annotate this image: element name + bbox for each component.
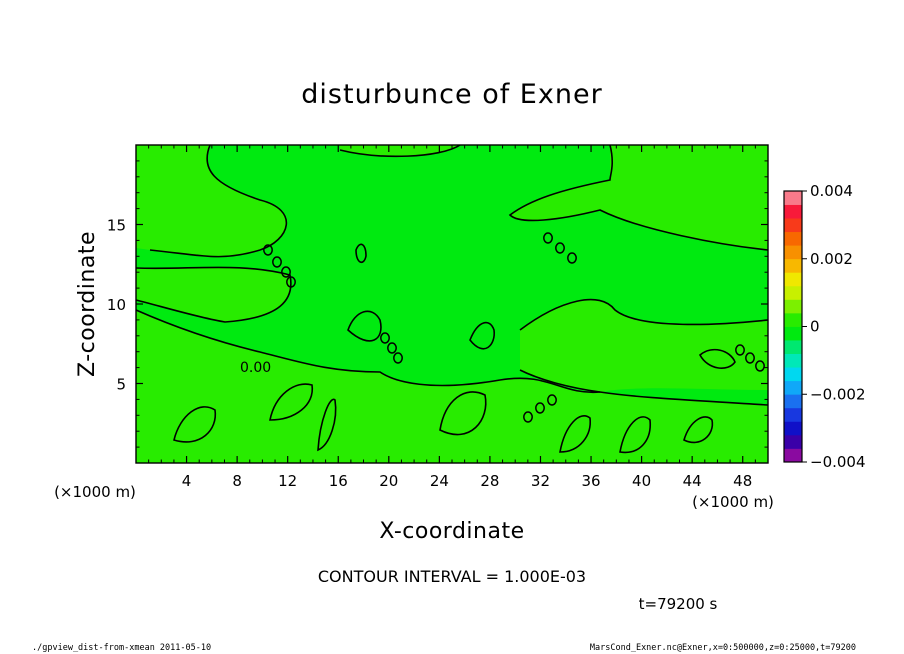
contour-value-label: 0.00: [240, 360, 271, 376]
y-tick-label: 15: [107, 217, 126, 235]
x-tick-label: 40: [632, 472, 651, 490]
colorbar-segment: [784, 272, 802, 287]
x-unit-label: (×1000 m): [692, 493, 774, 511]
contour-line: [135, 266, 292, 323]
contour-ring: [286, 276, 296, 288]
colorbar-segment: [784, 299, 802, 314]
contour-ring: [755, 360, 765, 372]
x-tick-label: 8: [232, 472, 242, 490]
colorbar-segment: [784, 245, 802, 260]
time-text: t=79200 s: [639, 595, 718, 613]
x-tick-label: 24: [430, 472, 449, 490]
positive-region: [136, 145, 287, 257]
colorbar-tick-label: −0.002: [810, 385, 866, 403]
x-tick-label: 44: [683, 472, 702, 490]
y-unit-label: (×1000 m): [54, 483, 136, 501]
contour-lines: [135, 144, 769, 454]
contour-ring: [387, 342, 397, 354]
colorbar-segment: [784, 407, 802, 422]
contour-interval-text: CONTOUR INTERVAL = 1.000E-03: [318, 567, 586, 586]
contour-line: [469, 321, 495, 350]
footer-right: MarsCond_Exner.nc@Exner,x=0:500000,z=0:2…: [590, 643, 856, 653]
contour-line: [683, 416, 714, 444]
contour-line: [439, 391, 487, 436]
colorbar-segment: [784, 367, 802, 382]
x-tick-label: 12: [278, 472, 297, 490]
colorbar-segment: [784, 340, 802, 354]
colorbar-segment: [784, 421, 802, 436]
colorbar-segment: [784, 191, 802, 205]
positive-regions: [136, 145, 768, 463]
positive-region: [510, 145, 768, 250]
contour-line: [149, 144, 288, 258]
contour-ring: [543, 232, 553, 244]
colorbar-segment: [784, 394, 802, 409]
contour-ring: [567, 252, 577, 264]
colorbar-segment: [784, 285, 802, 300]
x-tick-label: 16: [329, 472, 348, 490]
positive-region: [520, 299, 768, 392]
contour-line: [135, 309, 769, 406]
contour-ring: [535, 402, 545, 414]
colorbar-segment: [784, 231, 802, 246]
colorbar-ticks: 0.004 0.002 0 −0.002 −0.004: [802, 182, 866, 471]
contour-ring: [547, 394, 557, 406]
colorbar-segment: [784, 448, 802, 463]
contour-line: [559, 415, 591, 453]
colorbar-segment: [784, 258, 802, 273]
y-tick-label: 10: [107, 296, 126, 314]
contour-line: [355, 243, 367, 263]
y-tick-label: 5: [116, 376, 126, 394]
contour-ring: [281, 266, 291, 278]
contour-line: [508, 144, 769, 251]
contour-line: [347, 310, 382, 342]
x-tick-label: 4: [182, 472, 192, 490]
colorbar: [783, 190, 803, 463]
y-axis-label: Z-coordinate: [75, 231, 100, 377]
colorbar-tick-label: 0.004: [810, 182, 853, 200]
colorbar-tick-label: −0.004: [810, 453, 866, 471]
colorbar-segment: [784, 204, 802, 219]
contour-line: [698, 348, 736, 369]
x-tick-label: 48: [733, 472, 752, 490]
contour-ring: [263, 244, 273, 256]
colorbar-segment: [784, 380, 802, 395]
contour-ring: [393, 352, 403, 364]
contour-ring: [745, 352, 755, 364]
contour-ring: [272, 256, 282, 268]
contour-line: [173, 406, 217, 443]
footer-left: ./gpview_dist-from-xmean 2011-05-10: [32, 643, 211, 653]
chart-title: disturbunce of Exner: [301, 79, 602, 110]
x-tick-label: 28: [480, 472, 499, 490]
colorbar-tick-label: 0.002: [810, 250, 853, 268]
x-tick-label: 36: [581, 472, 600, 490]
x-axis-ticks: 4 8 12 16 20 24 28 32 36 40 44 48: [148, 145, 756, 490]
colorbar-segment: [784, 218, 802, 233]
contour-ring: [380, 332, 390, 344]
x-axis-label: X-coordinate: [379, 519, 524, 544]
contour-ring: [555, 242, 565, 254]
colorbar-segment: [784, 353, 802, 368]
contour-line: [317, 398, 337, 452]
contour-line: [339, 144, 461, 158]
contour-ring: [735, 344, 745, 356]
contour-labels: 0.000.000.000.000.00: [240, 360, 271, 376]
plot-area: 0.000.000.000.000.00: [135, 144, 769, 464]
contour-line: [519, 298, 769, 331]
colorbar-segment: [784, 434, 802, 449]
contour-line: [619, 416, 651, 454]
contour-line: [269, 383, 313, 421]
colorbar-segment: [784, 326, 802, 341]
contour-line: [519, 369, 601, 393]
contour-ring: [523, 411, 533, 423]
colorbar-tick-label: 0: [810, 318, 820, 336]
colorbar-segment: [784, 312, 802, 327]
positive-region: [136, 310, 768, 463]
x-tick-label: 20: [379, 472, 398, 490]
positive-region: [136, 267, 291, 322]
y-axis-ticks: 5 10 15: [107, 160, 768, 448]
x-tick-label: 32: [531, 472, 550, 490]
